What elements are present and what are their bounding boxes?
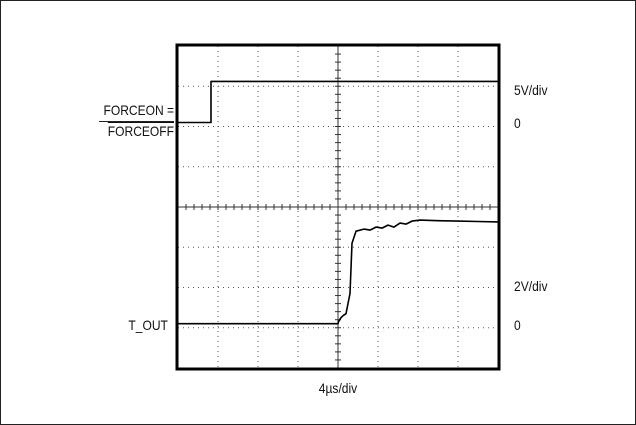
ch1-zero-label: 0 bbox=[514, 115, 521, 131]
ch1-label-divider bbox=[99, 121, 174, 122]
plot-border bbox=[175, 43, 501, 371]
x-axis-label: 4µs/div bbox=[318, 380, 358, 396]
ch1-label-top: FORCEON = bbox=[103, 102, 174, 118]
ch1-label-bottom: FORCEOFF bbox=[107, 123, 174, 139]
ch2-scale-label: 2V/div bbox=[514, 278, 548, 294]
ch1-scale-label: 5V/div bbox=[514, 82, 548, 98]
ch2-label: T_OUT bbox=[128, 317, 168, 333]
graticule bbox=[178, 46, 498, 368]
traces bbox=[178, 80, 499, 325]
trace-forceon bbox=[178, 80, 498, 124]
trace-tout bbox=[178, 219, 499, 325]
ch2-zero-label: 0 bbox=[514, 317, 521, 333]
